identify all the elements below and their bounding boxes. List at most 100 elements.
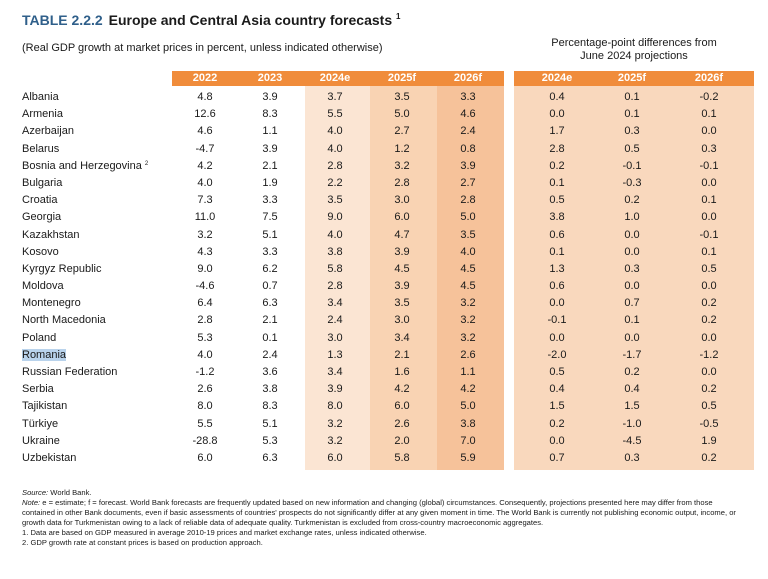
country-name: Belarus bbox=[22, 143, 59, 155]
diff-cell-2024e: 1.5 bbox=[549, 400, 565, 413]
diff-cell-2025f: 1.5 bbox=[624, 400, 640, 413]
note-text: e = estimate; f = forecast. World Bank f… bbox=[22, 498, 736, 527]
value-cell-2022: 6.4 bbox=[197, 297, 213, 310]
value-cell-2022: 2.8 bbox=[197, 314, 213, 327]
diff-cell-2026f: 0.0 bbox=[701, 211, 717, 224]
diff-cell-2024e: -0.1 bbox=[547, 314, 567, 327]
table-title: TABLE 2.2.2 Europe and Central Asia count… bbox=[22, 12, 400, 28]
country-name: Albania bbox=[22, 91, 59, 103]
diff-cell-2025f: 0.4 bbox=[624, 383, 640, 396]
source-text: World Bank. bbox=[50, 488, 92, 497]
footnote-2: 2. GDP growth rate at constant prices is… bbox=[22, 538, 263, 547]
value-cell-2026f: 5.0 bbox=[460, 400, 476, 413]
table-row: Montenegro 6.4 6.3 3.4 3.5 3.2 0.0 0.7 0.2 bbox=[22, 295, 754, 312]
value-cell-2025f: 6.0 bbox=[394, 400, 410, 413]
country-label: Albania bbox=[22, 91, 59, 103]
value-cell-2023: 2.4 bbox=[262, 348, 278, 361]
table-row: Moldova -4.6 0.7 2.8 3.9 4.5 0.6 0.0 0.0 bbox=[22, 278, 754, 295]
diff-cell-2026f: 0.0 bbox=[701, 366, 717, 378]
country-name: Azerbaijan bbox=[22, 125, 74, 137]
table-row: Serbia 2.6 3.8 3.9 4.2 4.2 0.4 0.4 0.2 bbox=[22, 381, 754, 398]
table-row: Russian Federation -1.2 3.6 3.4 1.6 1.1 0.5 0.2… bbox=[22, 364, 754, 381]
diff-cell-2025f: 0.1 bbox=[624, 108, 640, 121]
value-cell-2026f: 4.6 bbox=[460, 108, 476, 121]
diff-cell-2024e: 0.6 bbox=[549, 228, 565, 241]
value-cell-2025f: 5.8 bbox=[394, 451, 410, 464]
value-cell-2025f: 3.2 bbox=[394, 159, 410, 172]
diff-cell-2025f: 0.0 bbox=[624, 228, 640, 241]
value-cell-2023: 0.1 bbox=[262, 331, 278, 344]
value-cell-2023: 2.1 bbox=[262, 159, 278, 172]
table-row: Tajikistan 8.0 8.3 8.0 6.0 5.0 1.5 1.5 0.5 bbox=[22, 398, 754, 415]
diff-cell-2025f: 0.3 bbox=[624, 451, 640, 464]
value-cell-2025f: 3.4 bbox=[394, 331, 410, 344]
diff-cell-2026f: -1.2 bbox=[699, 348, 719, 361]
diff-cell-2024e: 0.0 bbox=[549, 331, 565, 344]
value-cell-2023: 2.1 bbox=[262, 314, 278, 327]
value-cell-2022: 5.5 bbox=[197, 417, 213, 430]
country-label: Armenia bbox=[22, 108, 63, 121]
value-cell-2025f: 3.5 bbox=[394, 91, 410, 103]
diff-cell-2026f: -0.1 bbox=[699, 159, 719, 172]
value-cell-2025f: 4.5 bbox=[394, 262, 410, 275]
value-cell-2025f: 3.9 bbox=[394, 245, 410, 258]
diff-cell-2025f: 0.2 bbox=[624, 366, 640, 378]
value-cell-2025f: 3.5 bbox=[394, 297, 410, 310]
country-name: Moldova bbox=[22, 280, 64, 292]
diff-cell-2026f: 0.1 bbox=[701, 245, 717, 258]
country-label: Romania bbox=[22, 348, 67, 361]
table-row: Kyrgyz Republic 9.0 6.2 5.8 4.5 4.5 1.3 0.3 0.5 bbox=[22, 261, 754, 278]
value-cell-2026f: 2.6 bbox=[460, 348, 476, 361]
col-header-2022: 2022 bbox=[192, 72, 218, 84]
diff-cell-2025f: -1.0 bbox=[622, 417, 642, 430]
country-label: Tajikistan bbox=[22, 400, 68, 413]
country-name: Serbia bbox=[22, 383, 54, 395]
value-cell-2022: 8.0 bbox=[197, 400, 213, 413]
value-cell-2024e: 4.0 bbox=[327, 125, 343, 138]
country-name: Croatia bbox=[22, 194, 57, 206]
country-label: Kazakhstan bbox=[22, 228, 80, 241]
table-row: Belarus -4.7 3.9 4.0 1.2 0.8 2.8 0.5 0.3 bbox=[22, 141, 754, 158]
value-cell-2025f: 1.2 bbox=[394, 142, 410, 155]
diff-cell-2024e: 0.1 bbox=[549, 245, 565, 258]
country-label: Uzbekistan bbox=[22, 451, 77, 464]
country-name: Uzbekistan bbox=[22, 452, 76, 464]
diff-cell-2026f: -0.5 bbox=[699, 417, 719, 430]
value-cell-2022: 9.0 bbox=[197, 262, 213, 275]
value-cell-2024e: 5.8 bbox=[327, 262, 343, 275]
diff-cell-2026f: 0.0 bbox=[701, 176, 717, 189]
value-cell-2022: 6.0 bbox=[197, 451, 213, 464]
value-cell-2026f: 3.3 bbox=[460, 91, 476, 103]
value-cell-2024e: 2.4 bbox=[327, 314, 343, 327]
country-label: Türkiye bbox=[22, 417, 59, 430]
diff-cell-2024e: 0.0 bbox=[549, 297, 565, 310]
diff-cell-2026f: 0.1 bbox=[701, 194, 717, 207]
table-row: Ukraine -28.8 5.3 3.2 2.0 7.0 0.0 -4.5 1.9 bbox=[22, 433, 754, 450]
value-cell-2024e: 4.0 bbox=[327, 142, 343, 155]
country-name: Bosnia and Herzegovina 2 bbox=[22, 160, 148, 172]
diff-cell-2024e: 0.4 bbox=[549, 91, 565, 103]
table-title-text: Europe and Central Asia country forecast… bbox=[108, 12, 393, 28]
diff-cell-2024e: -2.0 bbox=[547, 348, 567, 361]
diff-cell-2025f: -0.1 bbox=[622, 159, 642, 172]
table-row: Croatia 7.3 3.3 3.5 3.0 2.8 0.5 0.2 0.1 bbox=[22, 192, 754, 209]
diff-cell-2026f: 0.5 bbox=[701, 262, 717, 275]
diff-cell-2024e: 1.7 bbox=[549, 125, 565, 138]
title-footnote-marker: 1 bbox=[396, 12, 401, 21]
country-label: Ukraine bbox=[22, 434, 60, 447]
value-cell-2022: -1.2 bbox=[195, 366, 215, 378]
country-name: Tajikistan bbox=[22, 400, 67, 412]
value-cell-2025f: 2.0 bbox=[394, 434, 410, 447]
value-cell-2023: 5.1 bbox=[262, 228, 278, 241]
value-cell-2024e: 1.3 bbox=[327, 348, 343, 361]
diff-cell-2024e: 0.7 bbox=[549, 451, 565, 464]
value-cell-2025f: 1.6 bbox=[394, 366, 410, 378]
value-cell-2026f: 4.5 bbox=[460, 262, 476, 275]
value-cell-2023: 3.8 bbox=[262, 383, 278, 396]
diff-cell-2024e: 0.6 bbox=[549, 280, 565, 293]
diff-cell-2025f: 0.5 bbox=[624, 142, 640, 155]
country-name: Kyrgyz Republic bbox=[22, 263, 101, 275]
value-cell-2023: 1.9 bbox=[262, 176, 278, 189]
diff-cell-2026f: 0.2 bbox=[701, 297, 717, 310]
value-cell-2023: 7.5 bbox=[262, 211, 278, 224]
